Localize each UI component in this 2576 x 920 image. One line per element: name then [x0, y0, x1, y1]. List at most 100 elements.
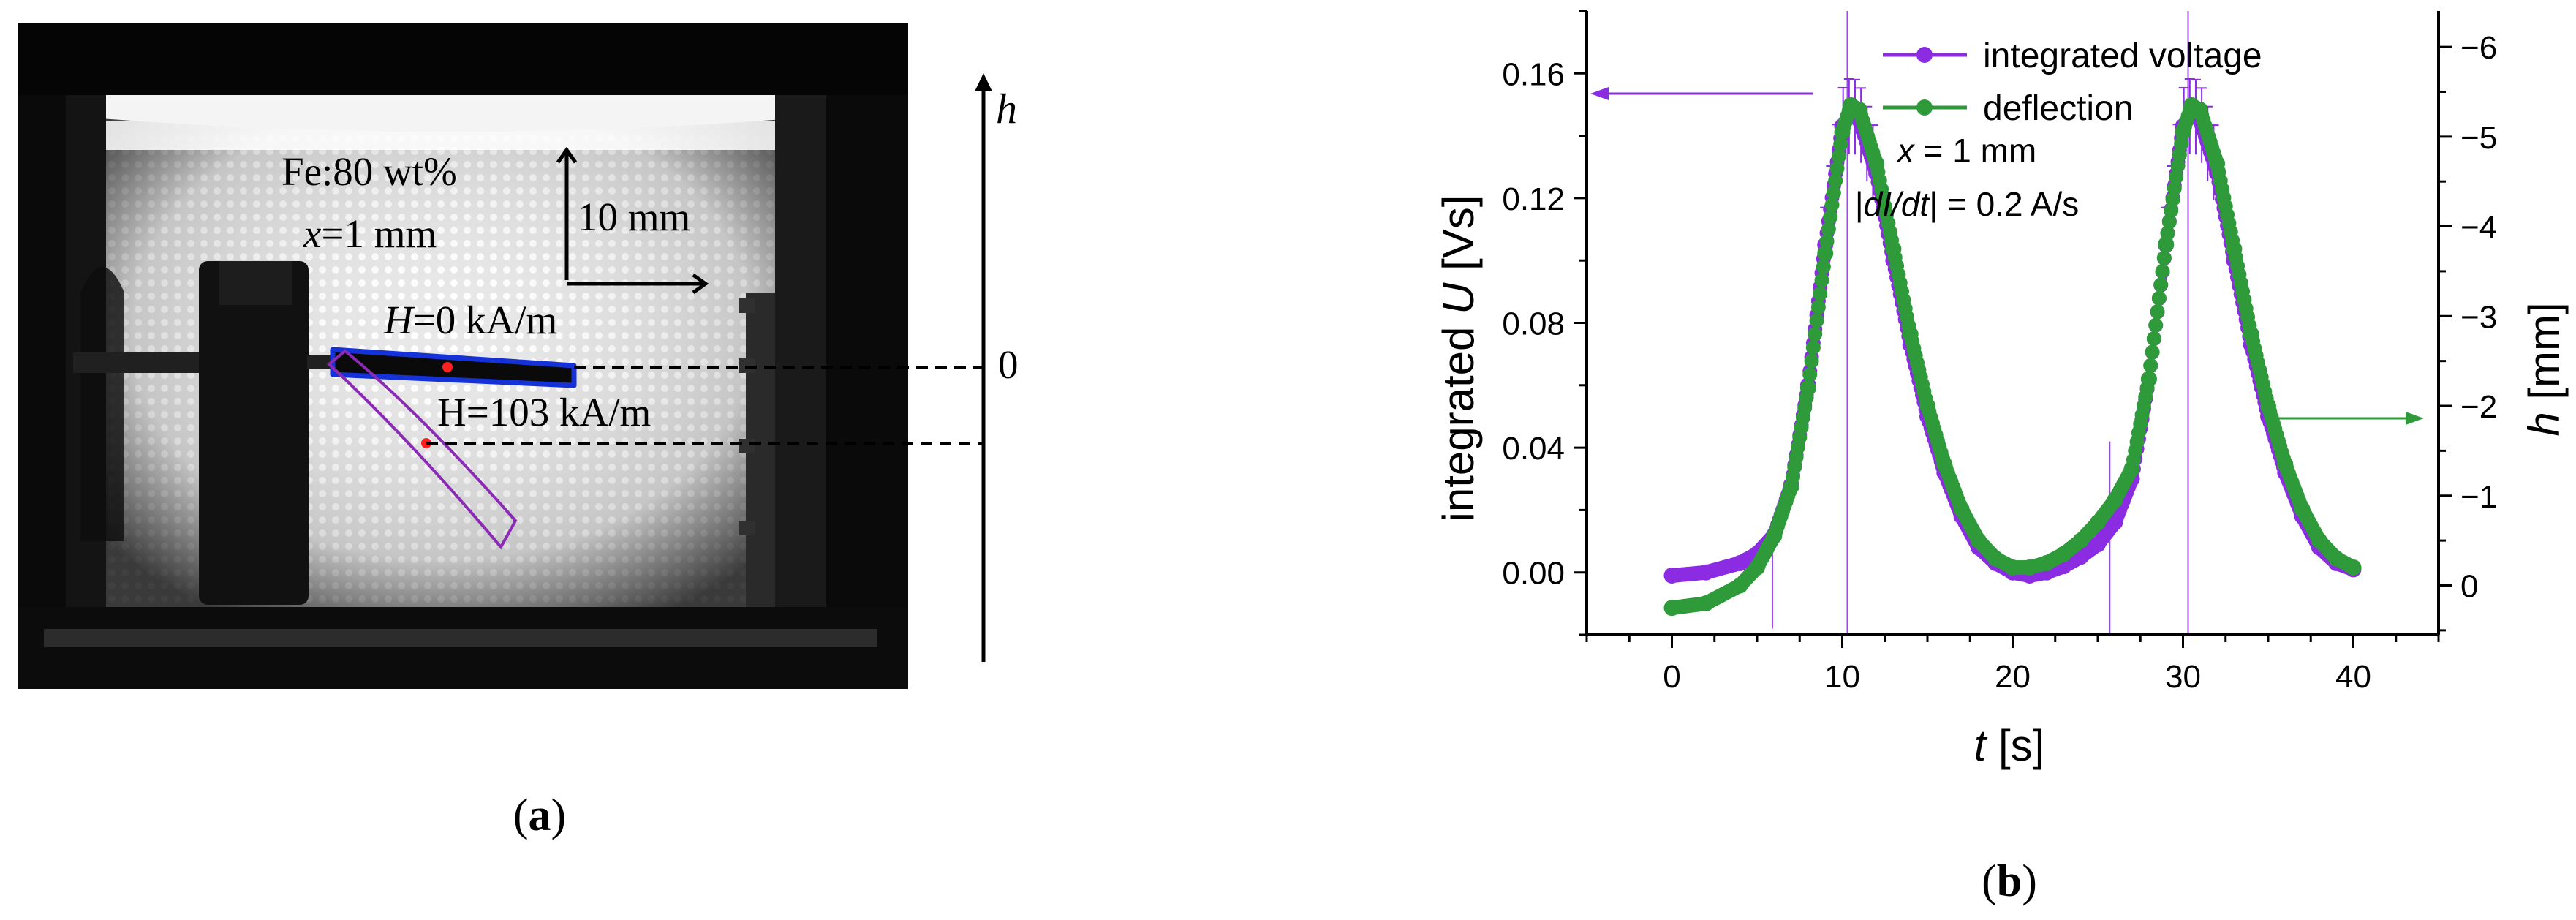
series-marker	[2145, 344, 2160, 360]
data-point	[2123, 460, 2140, 477]
data-point	[1902, 325, 1919, 342]
panel-a: Fe:80 wt% x=1 mm 10 mm H=0 kA/m H=103 kA…	[18, 23, 1019, 840]
series-marker	[1810, 300, 1826, 315]
legend-item-voltage: integrated voltage	[1883, 37, 2262, 75]
legend: integrated voltage deflection	[1883, 37, 2262, 128]
data-point	[2090, 536, 2106, 553]
y-right-tick-label: −6	[2460, 30, 2497, 66]
series-marker	[2148, 317, 2164, 333]
y-left-tick-label: 0.08	[1502, 306, 1565, 342]
series-marker	[2153, 277, 2169, 293]
data-point	[1783, 478, 1799, 495]
x-tick-label: 0	[1663, 659, 1680, 695]
legend-item-deflection: deflection	[1883, 89, 2133, 128]
data-series	[1663, 97, 2362, 617]
series-marker	[2155, 263, 2170, 279]
y-right-tick-label: −1	[2460, 479, 2497, 515]
panel-b-chart: 0 10 20 30 40 0.00 0.04 0.08 0.12 0.16 0 −1 −2 −3 −4 −5…	[1434, 10, 2569, 906]
data-point	[1698, 564, 1715, 581]
annotation-thickness: x = 1 mm	[1896, 132, 2036, 170]
data-point	[1851, 102, 1867, 118]
data-point	[2090, 514, 2106, 531]
data-point	[1970, 532, 1987, 549]
y-right-tick-label: −2	[2460, 389, 2497, 425]
data-point	[2158, 236, 2175, 253]
series-marker	[2143, 358, 2158, 373]
y-left-tick-label: 0.12	[1502, 181, 1565, 217]
thickness-label: x=1 mm	[303, 211, 437, 256]
data-point	[1919, 398, 1935, 415]
x-tick-label: 10	[1824, 659, 1860, 695]
y-right-tick-label: −3	[2460, 299, 2497, 335]
series-marker	[2170, 158, 2186, 173]
h-axis	[975, 73, 992, 662]
data-point	[2209, 155, 2226, 172]
data-point	[2294, 501, 2311, 518]
series-marker	[1831, 148, 1846, 164]
series-marker	[1833, 137, 1848, 152]
data-point	[1663, 567, 1680, 584]
data-point	[2107, 514, 2123, 531]
series-marker	[1829, 161, 1845, 176]
data-point	[2055, 546, 2072, 562]
annotation-current-rate: |dI/dt| = 0.2 A/s	[1855, 185, 2080, 223]
series-marker	[1804, 353, 1819, 369]
y-right-tick-label: 0	[2460, 568, 2478, 604]
chart-ticks: 0 10 20 30 40 0.00 0.04 0.08 0.12 0.16 0 −1 −2 −3 −4 −5…	[1502, 10, 2497, 695]
data-point	[2004, 559, 2021, 576]
panel-a-label: (a)	[513, 791, 566, 840]
y-axis-right-title: h [mm]	[2520, 302, 2569, 436]
y-right-tick-label: −5	[2460, 120, 2497, 156]
panel-b-label: (b)	[1982, 856, 2037, 906]
series-marker	[2150, 304, 2165, 320]
series-marker	[2167, 181, 2182, 196]
h-axis-zero-label: 0	[998, 342, 1019, 387]
h-axis-label: h	[996, 85, 1017, 132]
series-marker	[1824, 197, 1840, 213]
data-point	[1868, 155, 1885, 172]
data-point	[1936, 456, 1953, 472]
series-marker	[1823, 209, 1838, 225]
data-point	[2226, 241, 2243, 257]
series-marker	[1805, 340, 1821, 355]
data-point	[2260, 398, 2276, 415]
series-marker	[2169, 170, 2184, 185]
series-marker	[1821, 222, 1836, 237]
data-point	[1766, 527, 1783, 544]
series-marker	[1809, 313, 1824, 328]
data-point	[1987, 550, 2004, 567]
series-marker	[1808, 326, 1823, 342]
y-axis-left-title: integrated U [Vs]	[1434, 195, 1483, 522]
data-point	[2345, 559, 2362, 576]
data-point	[2140, 371, 2157, 388]
series-marker	[2151, 290, 2167, 306]
data-point	[2277, 456, 2294, 472]
legend-label-deflection: deflection	[1983, 89, 2133, 128]
data-point	[1799, 380, 1816, 396]
x-tick-label: 30	[2165, 659, 2201, 695]
series-marker	[2161, 214, 2177, 230]
data-point	[1698, 595, 1715, 612]
data-point	[2039, 554, 2055, 571]
data-point	[2243, 325, 2259, 342]
series-marker	[1813, 286, 1828, 301]
series-marker	[1816, 259, 1831, 274]
y-right-tick-label: −4	[2460, 210, 2497, 246]
data-point	[1749, 559, 1765, 576]
series-marker	[1826, 185, 1841, 200]
legend-label-voltage: integrated voltage	[1983, 37, 2262, 75]
material-label: Fe:80 wt%	[282, 149, 457, 194]
data-point	[2175, 124, 2191, 140]
series-marker	[2165, 192, 2180, 207]
data-point	[2191, 102, 2208, 118]
series-marker	[1814, 273, 1829, 288]
series-marker	[1828, 173, 1843, 188]
data-point	[1953, 501, 1970, 518]
data-point	[1834, 124, 1851, 140]
x-tick-label: 40	[2335, 659, 2371, 695]
y-left-tick-label: 0.16	[1502, 56, 1565, 92]
series-marker	[1819, 233, 1835, 249]
data-point	[1663, 600, 1680, 617]
scale-bar-label: 10 mm	[578, 195, 690, 239]
